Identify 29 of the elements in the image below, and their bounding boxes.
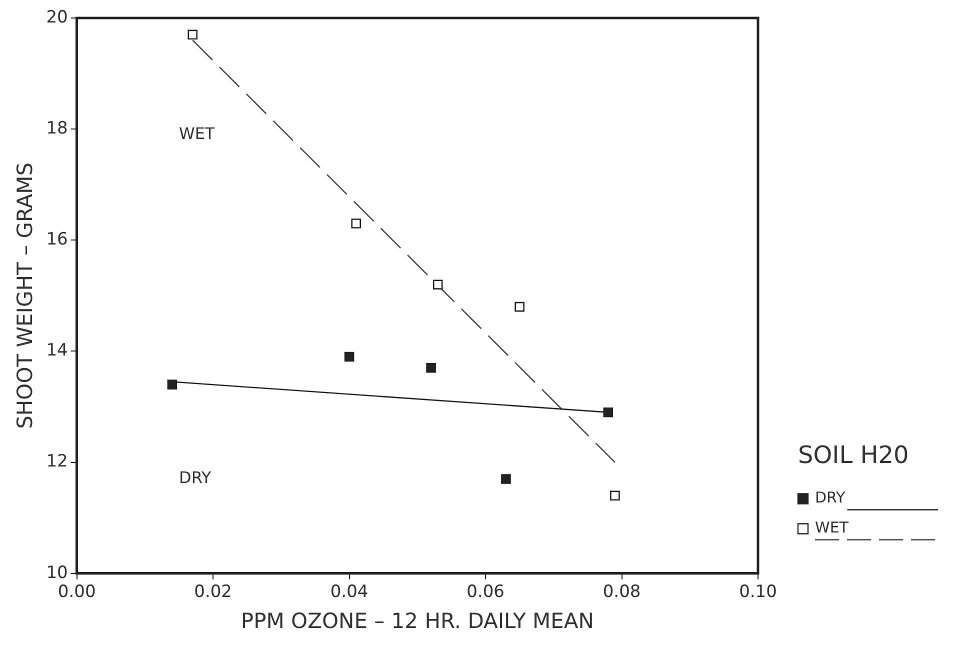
y-tick-label: 12 — [46, 452, 68, 472]
x-tick-label: 0.08 — [602, 582, 641, 602]
annotation: DRY — [179, 468, 212, 488]
x-tick-label: 0.00 — [58, 582, 96, 602]
x-tick-label: 0.04 — [330, 582, 368, 602]
point — [514, 302, 524, 312]
legend-label: WET — [815, 518, 850, 537]
x-tick-label: 0.06 — [466, 582, 504, 602]
point — [188, 30, 198, 40]
point — [432, 280, 443, 290]
point — [610, 490, 620, 501]
x-tick-label: 0.10 — [739, 582, 777, 602]
point — [351, 218, 362, 228]
legend-title: SOIL H20 — [798, 441, 909, 469]
x-tick-label: 0.02 — [194, 582, 232, 602]
point — [603, 407, 614, 418]
point — [426, 363, 436, 373]
legend-label: DRY — [815, 488, 846, 507]
annotation: WET — [179, 124, 215, 143]
point — [344, 352, 354, 362]
point — [167, 380, 178, 390]
y-tick-label: 16 — [46, 230, 68, 250]
y-axis-title: SHOOT WEIGHT – GRAMS — [13, 162, 38, 429]
y-tick-label: 18 — [46, 118, 68, 138]
x-axis-title: PPM OZONE – 12 HR. DAILY MEAN — [240, 608, 594, 633]
y-tick-label: 10 — [46, 562, 68, 583]
point — [501, 474, 511, 484]
y-tick-label: 14 — [46, 340, 68, 361]
y-tick-label: 20 — [46, 7, 68, 28]
